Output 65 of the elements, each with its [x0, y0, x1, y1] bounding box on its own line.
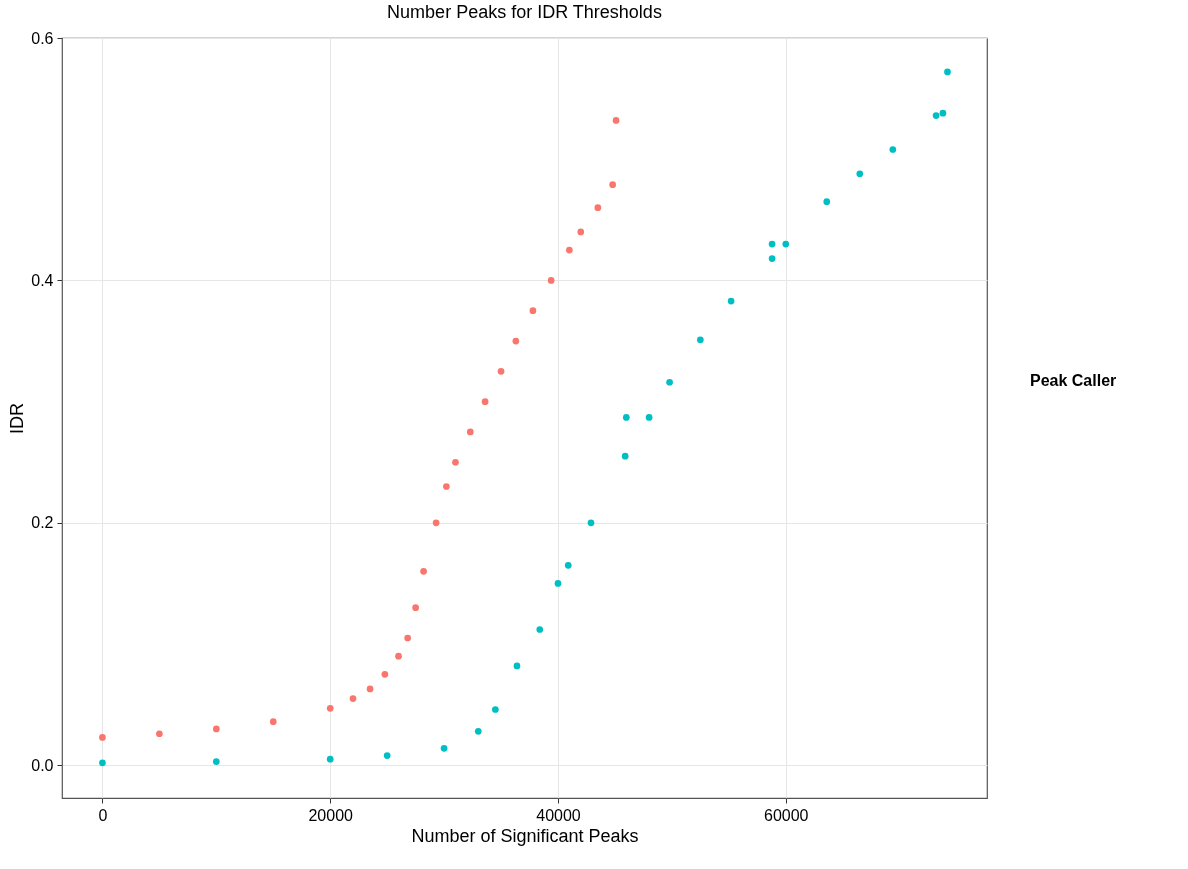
point	[536, 626, 544, 633]
y-tick-label: 0.2	[31, 514, 54, 532]
point	[622, 414, 630, 421]
point	[443, 483, 450, 490]
point	[512, 337, 520, 345]
point	[823, 198, 831, 205]
y-tick-label: 0.4	[31, 271, 54, 289]
point	[547, 277, 555, 284]
point	[497, 367, 505, 375]
point	[594, 204, 602, 212]
point	[474, 727, 482, 735]
point	[609, 181, 616, 189]
point	[666, 378, 673, 386]
x-axis-title: Number of Significant Peaks	[411, 825, 639, 846]
point	[269, 718, 277, 725]
point	[944, 68, 951, 76]
point	[564, 561, 572, 569]
point	[645, 414, 653, 421]
point	[587, 519, 595, 527]
point	[491, 706, 499, 713]
point	[326, 755, 334, 763]
y-axis-title: IDR	[7, 403, 28, 434]
point	[481, 398, 489, 405]
x-tick-label: 60000	[764, 806, 809, 824]
point	[529, 307, 537, 315]
point	[566, 246, 573, 254]
point	[932, 112, 940, 119]
point	[404, 634, 411, 642]
point	[856, 170, 864, 178]
y-tick-label: 0.0	[31, 756, 54, 774]
point	[156, 730, 163, 738]
point	[99, 759, 106, 767]
legend-title: Peak Caller	[1030, 372, 1117, 390]
point	[212, 758, 220, 765]
point	[889, 146, 897, 153]
point	[612, 117, 620, 124]
y-tick-label: 0.6	[31, 29, 54, 47]
point	[432, 519, 440, 527]
point	[768, 255, 776, 262]
point	[366, 685, 374, 693]
point	[768, 240, 776, 248]
point	[349, 695, 357, 702]
point	[383, 752, 391, 759]
point	[727, 297, 735, 305]
point	[440, 744, 448, 752]
point	[420, 567, 427, 575]
x-tick-label: 0	[98, 806, 108, 824]
point	[621, 452, 629, 460]
point	[452, 458, 459, 466]
chart-title: Number Peaks for IDR Thresholds	[387, 2, 662, 22]
point	[99, 734, 106, 741]
x-tick-label: 20000	[308, 806, 354, 824]
point	[782, 240, 790, 248]
x-tick-label: 40000	[536, 806, 581, 824]
point	[466, 428, 474, 436]
point	[412, 604, 419, 612]
point	[513, 662, 521, 670]
point	[577, 228, 585, 236]
point	[939, 109, 947, 117]
point	[395, 652, 402, 660]
point	[696, 336, 704, 344]
point	[326, 704, 334, 712]
point	[381, 671, 389, 678]
point	[212, 725, 220, 733]
point	[554, 580, 562, 587]
